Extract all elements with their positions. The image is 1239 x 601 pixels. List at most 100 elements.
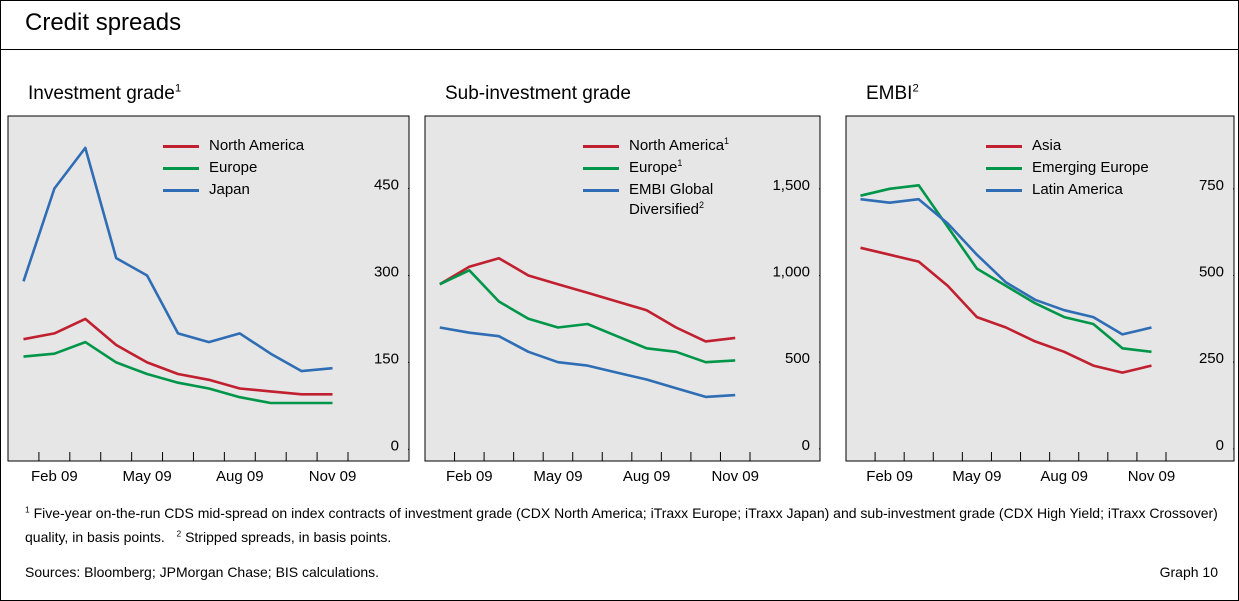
legend-label: Latin America [1032, 178, 1123, 200]
legend-swatch [583, 189, 619, 192]
legend-text: North America [209, 137, 305, 154]
series-line [23, 317, 333, 396]
panel-title-note: 2 [912, 82, 919, 95]
x-tick-label: May 09 [122, 468, 171, 485]
legend-note: 1 [677, 158, 683, 168]
y-tick-label: 0 [802, 437, 810, 454]
legend-text: North America [629, 137, 725, 154]
x-tick-label: Feb 09 [446, 468, 493, 485]
y-tick-label: 0 [391, 437, 399, 454]
y-tick-label: 1,500 [772, 177, 810, 194]
legend-entry: Latin America [986, 178, 1149, 200]
legend-entry: North America [163, 134, 304, 156]
y-tick-label: 500 [1199, 263, 1224, 280]
x-tick-label: Feb 09 [31, 468, 78, 485]
legend-label: North America1 [629, 134, 729, 156]
legend-text: Europe [629, 159, 678, 176]
legend: North America Europe Japan [163, 134, 304, 200]
legend-swatch [986, 189, 1022, 192]
chart-panel: Feb 09 May 09 Aug 09 Nov 09 0 500 1,000 1,500 [424, 115, 821, 485]
y-tick-label: 750 [1199, 177, 1224, 194]
legend-entry: EMBI Global Diversified2 [583, 178, 764, 220]
y-tick-label: 450 [374, 176, 399, 193]
legend-swatch [163, 145, 199, 148]
y-tick-label: 300 [374, 263, 399, 280]
sources: Sources: Bloomberg; JPMorgan Chase; BIS … [25, 564, 380, 580]
legend-entry: North America1 [583, 134, 764, 156]
footnote: 2 Stripped spreads, in basis points. [177, 529, 403, 545]
series-line [439, 269, 736, 364]
legend-swatch [163, 167, 199, 170]
x-tick-label: Feb 09 [866, 468, 913, 485]
panel-title: Sub-investment grade [445, 83, 631, 105]
footnotes: 1 Five-year on-the-run CDS mid-spread on… [25, 501, 1220, 549]
series-line [860, 184, 1152, 354]
legend-text: Japan [209, 181, 250, 198]
series-line [439, 326, 736, 399]
series-line [860, 197, 1152, 336]
legend-entry: Europe [163, 156, 304, 178]
legend-swatch [986, 145, 1022, 148]
legend-label: Emerging Europe [1032, 156, 1149, 178]
legend: North America1 Europe1 EMBI Global Diversi… [583, 134, 764, 220]
y-tick-label: 0 [1216, 437, 1224, 454]
y-tick-label: 1,000 [772, 263, 810, 280]
panel-title-text: Sub-investment grade [445, 83, 631, 104]
y-tick-label: 150 [374, 350, 399, 367]
legend-text: Asia [1032, 137, 1062, 154]
legend-label: Europe [209, 156, 257, 178]
graph-label: Graph 10 [1159, 564, 1218, 580]
legend-text: EMBI Global Diversified [629, 181, 714, 218]
series-line [22, 146, 333, 373]
panel-title-text: Investment grade [28, 83, 175, 104]
footnote-mark: 2 [176, 528, 182, 539]
footnote: 1 Five-year on-the-run CDS mid-spread on… [25, 505, 1218, 545]
legend-text: Emerging Europe [1032, 159, 1149, 176]
x-tick-label: Aug 09 [1040, 468, 1088, 485]
x-tick-label: Aug 09 [623, 468, 671, 485]
legend-entry: Japan [163, 178, 304, 200]
legend-swatch [163, 189, 199, 192]
divider [1, 49, 1238, 50]
legend-note: 2 [699, 200, 705, 210]
legend-text: Europe [209, 159, 258, 176]
legend-entry: Asia [986, 134, 1149, 156]
footnote-text: Five-year on-the-run CDS mid-spread on i… [25, 505, 1218, 545]
legend-swatch [583, 145, 619, 148]
panel-title: Investment grade1 [28, 83, 181, 105]
series-line [439, 256, 736, 343]
legend-entry: Europe1 [583, 156, 764, 178]
legend-swatch [583, 167, 619, 170]
x-tick-label: May 09 [952, 468, 1001, 485]
y-tick-label: 500 [785, 350, 810, 367]
x-tick-label: Nov 09 [711, 468, 759, 485]
legend-label: Japan [209, 178, 250, 200]
footnote-text: Stripped spreads, in basis points. [185, 529, 392, 545]
chart-panel: Feb 09 May 09 Aug 09 Nov 09 0 250 500 750 [845, 115, 1235, 485]
legend-label: EMBI Global Diversified2 [629, 178, 764, 220]
panel-title: EMBI2 [866, 83, 919, 105]
legend-label: North America [209, 134, 304, 156]
legend-entry: Emerging Europe [986, 156, 1149, 178]
y-tick-label: 250 [1199, 350, 1224, 367]
page-title: Credit spreads [25, 9, 182, 36]
legend-label: Europe1 [629, 156, 682, 178]
plot-background [845, 115, 1235, 462]
legend-note: 1 [724, 136, 730, 146]
legend-swatch [986, 167, 1022, 170]
footnote-mark: 1 [25, 504, 30, 515]
panel-title-text: EMBI [866, 83, 913, 104]
plot-background [424, 115, 821, 462]
chart-panel: Feb 09 May 09 Aug 09 Nov 09 0 150 300 450 [7, 115, 410, 485]
plot-background [7, 115, 410, 462]
x-tick-label: Nov 09 [309, 468, 357, 485]
panel-title-note: 1 [174, 82, 182, 95]
legend-text: Latin America [1032, 181, 1123, 198]
x-tick-label: May 09 [533, 468, 582, 485]
series-line [23, 340, 333, 405]
legend-label: Asia [1032, 134, 1061, 156]
x-tick-label: Aug 09 [216, 468, 264, 485]
x-tick-label: Nov 09 [1128, 468, 1176, 485]
legend: Asia Emerging Europe Latin America [986, 134, 1149, 200]
